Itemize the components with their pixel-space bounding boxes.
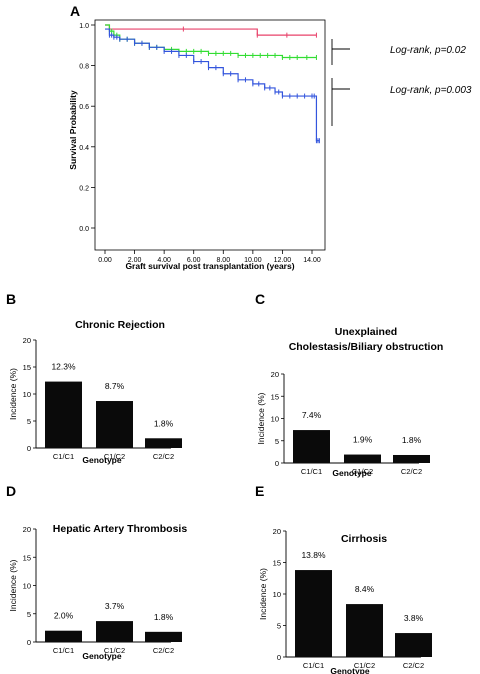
y-tick-label-b: 0	[27, 444, 31, 453]
y-tick-label: 1.0	[79, 23, 89, 30]
bar-value-label-e: 13.8%	[301, 550, 326, 560]
x-tick-label: 0.00	[98, 257, 112, 264]
y-tick-label-b: 10	[23, 390, 31, 399]
y-tick-label-c: 10	[271, 415, 279, 424]
bar-value-label-e: 3.8%	[404, 613, 424, 623]
y-tick-label-e: 5	[277, 622, 281, 631]
bar-c-2	[344, 454, 381, 463]
x-tick-label: 8.00	[216, 257, 230, 264]
x-axis-label-e: Genotype	[330, 666, 369, 674]
category-label-d: C1/C1	[53, 646, 74, 655]
category-label-b: C1/C1	[53, 452, 74, 461]
bar-value-label-b: 1.8%	[154, 418, 174, 428]
y-tick-label-c: 20	[271, 370, 279, 379]
bar-b-1	[45, 381, 82, 448]
x-axis-label-d: Genotype	[82, 651, 121, 661]
x-axis-label: Graft survival post transplantation (yea…	[125, 261, 294, 271]
bar-value-label-c: 7.4%	[302, 410, 322, 420]
y-tick-label-e: 20	[273, 527, 281, 536]
category-label-e: C1/C2	[354, 661, 375, 670]
y-axis-label-d: Incidence (%)	[8, 559, 18, 611]
bar-e-3	[395, 633, 432, 657]
y-tick-label-b: 5	[27, 417, 31, 426]
x-axis-label-c: Genotype	[332, 468, 371, 478]
x-tick-label: 4.00	[157, 257, 171, 264]
x-axis-label-b: Genotype	[82, 455, 121, 465]
y-axis-label-b: Incidence (%)	[8, 368, 18, 420]
y-tick-label-b: 15	[23, 363, 31, 372]
y-tick-label-d: 20	[23, 525, 31, 534]
logrank-annotation-1: Log-rank, p=0.02	[390, 45, 466, 56]
y-axis-label-e: Incidence (%)	[258, 568, 268, 620]
category-label-b: C2/C2	[153, 452, 174, 461]
category-label-c: C2/C2	[401, 467, 422, 476]
survival-series-line	[105, 24, 317, 36]
y-tick-label-d: 5	[27, 610, 31, 619]
y-tick-label-d: 15	[23, 553, 31, 562]
bar-b-2	[96, 401, 133, 448]
bar-d-3	[145, 631, 182, 642]
x-tick-label: 6.00	[187, 257, 201, 264]
category-label-e: C1/C1	[303, 661, 324, 670]
bar-value-label-d: 1.8%	[154, 612, 174, 622]
panel-letter-C: C	[255, 291, 265, 307]
y-tick-label: 0.6	[79, 104, 89, 111]
y-tick-label-e: 10	[273, 590, 281, 599]
panel-letter-D: D	[6, 483, 16, 499]
chart-subtitle-c: Cholestasis/Biliary obstruction	[289, 341, 444, 353]
x-tick-label: 12.00	[274, 257, 292, 264]
y-axis-label: Survival Probability	[68, 90, 78, 170]
logrank-annotation-2: Log-rank, p=0.003	[390, 85, 472, 96]
bar-value-label-b: 8.7%	[105, 381, 125, 391]
category-label-c: C1/C1	[301, 467, 322, 476]
bar-c-1	[293, 430, 330, 463]
survival-plot-frame	[94, 19, 326, 251]
y-tick-label: 0.8	[79, 64, 89, 71]
bar-e-1	[295, 570, 332, 657]
bar-b-3	[145, 438, 182, 448]
bar-value-label-e: 8.4%	[355, 584, 375, 594]
x-tick-label: 14.00	[303, 257, 321, 264]
y-tick-label: 0.0	[79, 226, 89, 233]
category-label-b: C1/C2	[104, 452, 125, 461]
category-label-c: C1/C2	[352, 467, 373, 476]
bar-value-label-d: 2.0%	[54, 611, 74, 621]
chart-title-b: Chronic Rejection	[75, 319, 165, 331]
y-tick-label-d: 10	[23, 582, 31, 591]
chart-title-e: Cirrhosis	[341, 533, 387, 545]
y-tick-label-c: 0	[275, 459, 279, 468]
survival-series-line	[105, 28, 320, 142]
bar-value-label-c: 1.8%	[402, 435, 422, 445]
x-tick-label: 2.00	[128, 257, 142, 264]
y-tick-label-d: 0	[27, 638, 31, 647]
category-label-e: C2/C2	[403, 661, 424, 670]
bar-value-label-d: 3.7%	[105, 601, 125, 611]
y-tick-label-b: 20	[23, 336, 31, 345]
bar-value-label-b: 12.3%	[51, 362, 76, 372]
panel-letter-B: B	[6, 291, 16, 307]
chart-title-c: Unexplained	[335, 326, 397, 338]
bar-c-3	[393, 454, 430, 463]
survival-series-line	[105, 24, 317, 59]
y-tick-label-c: 15	[271, 392, 279, 401]
bar-d-1	[45, 630, 82, 642]
category-label-d: C1/C2	[104, 646, 125, 655]
y-tick-label-c: 5	[275, 437, 279, 446]
y-tick-label-e: 15	[273, 559, 281, 568]
x-tick-label: 10.00	[244, 257, 262, 264]
panel-letter-E: E	[255, 483, 264, 499]
bar-e-2	[346, 604, 383, 657]
category-label-d: C2/C2	[153, 646, 174, 655]
bar-value-label-c: 1.9%	[353, 435, 373, 445]
panel-letter-A: A	[70, 3, 80, 19]
y-tick-label-e: 0	[277, 653, 281, 662]
y-axis-label-c: Incidence (%)	[256, 392, 266, 444]
y-tick-label: 0.2	[79, 185, 89, 192]
chart-title-d: Hepatic Artery Thrombosis	[53, 523, 188, 535]
y-tick-label: 0.4	[79, 145, 89, 152]
bar-d-2	[96, 621, 133, 642]
